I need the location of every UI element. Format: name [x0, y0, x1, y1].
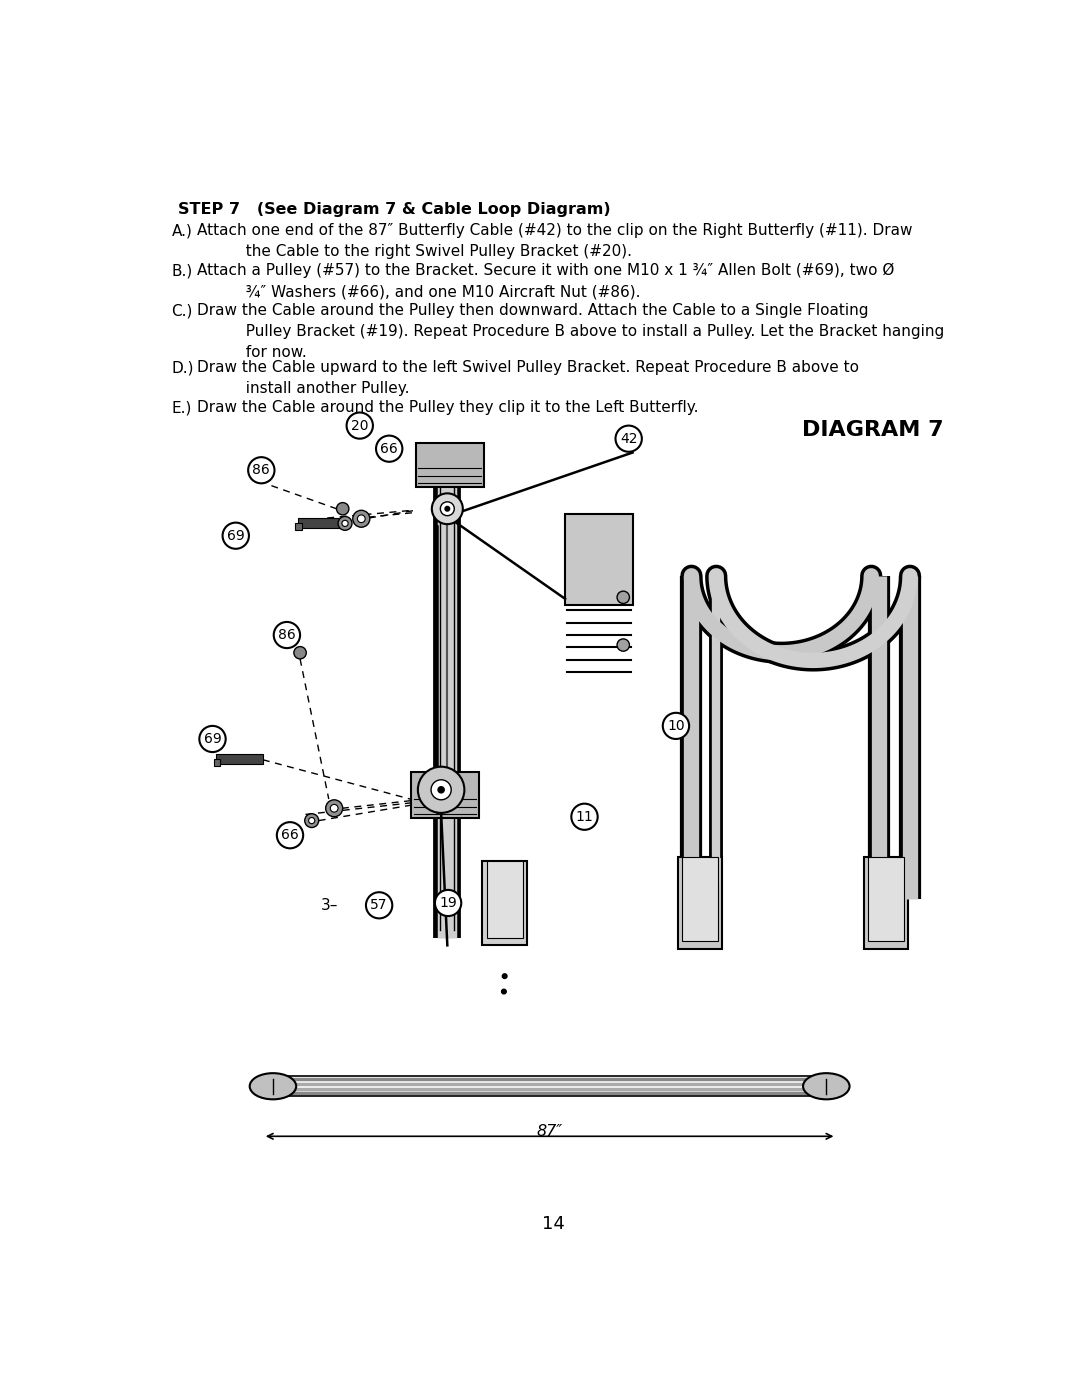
Circle shape	[571, 803, 597, 830]
Text: 86: 86	[278, 629, 296, 643]
Bar	[677, 856, 723, 949]
Text: 19: 19	[440, 895, 457, 909]
Circle shape	[337, 503, 349, 515]
Text: Draw the Cable around the Pulley they clip it to the Left Butterfly.: Draw the Cable around the Pulley they cl…	[197, 400, 699, 415]
Circle shape	[330, 805, 338, 812]
Text: 11: 11	[576, 810, 593, 824]
Circle shape	[294, 647, 307, 659]
Text: STEP 7   (See Diagram 7 & Cable Loop Diagram): STEP 7 (See Diagram 7 & Cable Loop Diagr…	[177, 203, 610, 218]
Circle shape	[616, 426, 642, 451]
Text: 10: 10	[667, 719, 685, 733]
Circle shape	[366, 893, 392, 918]
Bar	[864, 856, 908, 949]
Text: 86: 86	[253, 464, 270, 478]
Bar	[482, 861, 527, 946]
Text: 14: 14	[542, 1215, 565, 1234]
Bar	[416, 443, 484, 488]
Circle shape	[357, 515, 365, 522]
Text: B.): B.)	[172, 263, 192, 278]
Circle shape	[347, 412, 373, 439]
Text: C.): C.)	[172, 303, 193, 319]
Circle shape	[418, 767, 464, 813]
Text: 66: 66	[380, 441, 399, 455]
Text: 57: 57	[370, 898, 388, 912]
Bar	[296, 522, 301, 529]
Text: DIAGRAM 7: DIAGRAM 7	[801, 420, 943, 440]
Circle shape	[276, 823, 303, 848]
Circle shape	[326, 800, 342, 817]
Bar	[410, 773, 480, 819]
Bar	[683, 856, 718, 942]
Circle shape	[438, 787, 444, 793]
Circle shape	[435, 890, 461, 916]
Circle shape	[273, 622, 300, 648]
Circle shape	[376, 436, 403, 462]
Circle shape	[431, 780, 451, 800]
Text: 3–: 3–	[321, 898, 338, 912]
Circle shape	[200, 726, 226, 752]
Ellipse shape	[804, 1073, 850, 1099]
Text: Draw the Cable around the Pulley then downward. Attach the Cable to a Single Flo: Draw the Cable around the Pulley then do…	[197, 303, 944, 360]
Text: Attach one end of the 87″ Butterfly Cable (#42) to the clip on the Right Butterf: Attach one end of the 87″ Butterfly Cabl…	[197, 224, 913, 258]
Bar	[565, 514, 633, 605]
Text: Attach a Pulley (#57) to the Bracket. Secure it with one M10 x 1 ¾″ Allen Bolt (: Attach a Pulley (#57) to the Bracket. Se…	[197, 263, 894, 299]
Bar	[487, 861, 523, 937]
Circle shape	[663, 712, 689, 739]
Circle shape	[617, 638, 630, 651]
Text: 66: 66	[281, 828, 299, 842]
Circle shape	[248, 457, 274, 483]
Circle shape	[222, 522, 248, 549]
Bar	[298, 518, 345, 528]
Circle shape	[432, 493, 463, 524]
Text: 87″: 87″	[537, 1123, 563, 1139]
Text: Draw the Cable upward to the left Swivel Pulley Bracket. Repeat Procedure B abov: Draw the Cable upward to the left Swivel…	[197, 360, 859, 397]
Text: E.): E.)	[172, 400, 192, 415]
Circle shape	[502, 974, 507, 978]
Circle shape	[441, 502, 455, 515]
Circle shape	[309, 817, 314, 824]
Circle shape	[353, 510, 369, 527]
Circle shape	[338, 517, 352, 531]
Ellipse shape	[249, 1073, 296, 1099]
Text: 42: 42	[620, 432, 637, 446]
Circle shape	[445, 507, 449, 511]
Bar	[216, 754, 262, 764]
Text: 69: 69	[204, 732, 221, 746]
Text: A.): A.)	[172, 224, 192, 237]
Circle shape	[501, 989, 507, 993]
Bar	[868, 856, 904, 942]
Circle shape	[617, 591, 630, 604]
Bar	[214, 759, 220, 766]
Circle shape	[305, 813, 319, 827]
Text: 20: 20	[351, 419, 368, 433]
Text: D.): D.)	[172, 360, 194, 376]
Text: 69: 69	[227, 528, 245, 542]
Circle shape	[342, 520, 348, 527]
